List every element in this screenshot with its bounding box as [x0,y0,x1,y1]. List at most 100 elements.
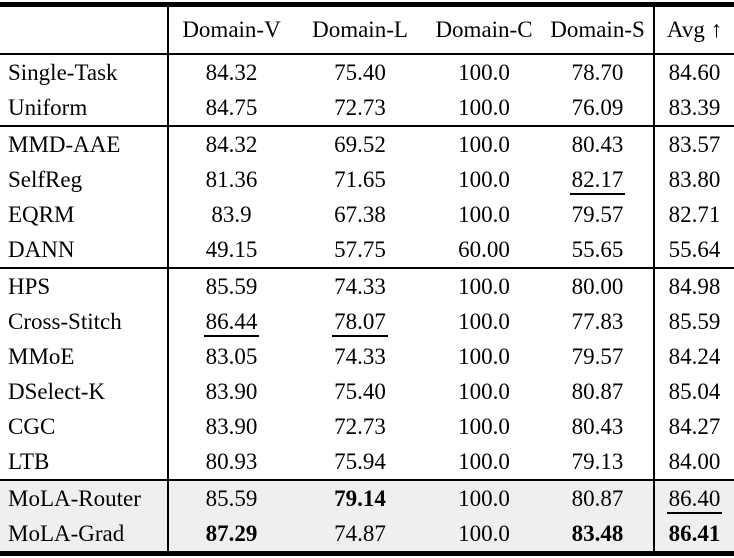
value-cell: 100.0 [426,54,542,90]
table-body: Single-Task 84.32 75.40 100.0 78.70 84.60 Unif… [0,54,734,554]
value-text: 74.87 [334,521,386,546]
table-row: CGC 83.90 72.73 100.0 80.43 84.27 [0,409,734,444]
value-text: 55.65 [571,237,624,262]
value-cell: 84.24 [653,339,734,374]
value-text: 100.0 [458,521,510,546]
value-cell: 84.32 [168,54,294,90]
value-cell: 82.71 [653,197,734,232]
value-text: 100.0 [458,309,510,334]
row-label: DSelect-K [0,374,169,409]
value-cell: 100.0 [426,409,542,444]
value-text: 100.0 [458,167,510,192]
value-cell: 100.0 [426,197,542,232]
header-cell-domain-l: Domain-L [294,4,426,55]
row-label: LTB [0,444,169,480]
value-cell: 100.0 [426,267,542,304]
value-cell: 83.05 [168,339,294,374]
value-text: 75.94 [334,449,386,474]
table-row: MMoE 83.05 74.33 100.0 79.57 84.24 [0,339,734,374]
value-cell: 60.00 [426,232,542,268]
row-label: CGC [0,409,169,444]
value-text: 80.87 [571,486,624,511]
value-text: 55.64 [668,237,721,262]
value-text: 83.90 [205,414,258,439]
value-cell: 74.33 [294,339,426,374]
value-cell: 83.9 [168,197,294,232]
value-cell: 57.75 [294,232,426,268]
value-text: 80.87 [571,379,624,404]
header-row: Domain-V Domain-L Domain-C Domain-S Avg ↑ [0,4,734,55]
value-text: 80.93 [205,449,258,474]
value-text: 84.24 [668,344,721,369]
value-cell: 100.0 [426,479,542,516]
row-label: MMoE [0,339,169,374]
value-text: 84.00 [668,449,721,474]
value-text: 82.71 [668,202,721,227]
value-cell: 83.39 [653,90,734,126]
value-text: 83.90 [205,379,258,404]
table-row: MoLA-Router 85.59 79.14 100.0 80.87 86.40 [0,479,734,516]
value-text: 84.60 [668,60,721,85]
value-text: 75.40 [334,379,386,404]
value-text: 83.05 [205,344,258,369]
table-row: Uniform 84.75 72.73 100.0 76.09 83.39 [0,90,734,126]
value-cell: 84.27 [653,409,734,444]
table-row: MoLA-Grad 87.29 74.87 100.0 83.48 86.41 [0,516,734,554]
value-cell: 81.36 [168,162,294,197]
table-row: DANN 49.15 57.75 60.00 55.65 55.64 [0,232,734,268]
value-cell: 86.41 [653,516,734,554]
value-cell: 69.52 [294,125,426,162]
value-cell: 75.94 [294,444,426,480]
value-cell: 79.14 [294,479,426,516]
value-text: 72.73 [334,95,386,120]
row-label: Cross-Stitch [0,304,169,339]
value-cell: 85.04 [653,374,734,409]
value-text: 71.65 [334,167,386,192]
value-cell: 100.0 [426,125,542,162]
value-text: 84.75 [205,95,258,120]
value-text: 100.0 [458,449,510,474]
value-cell: 84.32 [168,125,294,162]
value-text: 79.14 [334,486,386,511]
value-text: 84.32 [205,132,258,157]
value-cell: 87.29 [168,516,294,554]
value-text: 84.27 [668,414,721,439]
value-text: 85.59 [205,486,258,511]
value-text: 74.33 [334,274,386,299]
value-cell: 84.75 [168,90,294,126]
value-text: 86.41 [668,521,721,546]
value-cell: 100.0 [426,339,542,374]
value-cell: 100.0 [426,516,542,554]
value-cell: 86.40 [653,479,734,516]
value-cell: 74.87 [294,516,426,554]
value-cell: 78.07 [294,304,426,339]
value-text: 86.40 [666,486,723,514]
value-text: 79.57 [571,344,624,369]
value-text: 80.43 [571,414,624,439]
value-text: 85.59 [205,274,258,299]
header-cell-domain-s: Domain-S [542,4,654,55]
value-text: 84.98 [668,274,721,299]
row-label: SelfReg [0,162,169,197]
value-text: 57.75 [334,237,386,262]
value-text: 74.33 [334,344,386,369]
value-cell: 72.73 [294,90,426,126]
value-cell: 75.40 [294,374,426,409]
value-text: 67.38 [334,202,386,227]
value-text: 83.80 [668,167,721,192]
value-text: 85.04 [668,379,721,404]
value-text: 85.59 [668,309,721,334]
value-cell: 79.13 [542,444,654,480]
value-text: 100.0 [458,414,510,439]
value-text: 100.0 [458,344,510,369]
value-text: 100.0 [458,95,510,120]
value-cell: 100.0 [426,374,542,409]
table-row: LTB 80.93 75.94 100.0 79.13 84.00 [0,444,734,480]
value-text: 83.48 [571,521,624,546]
value-cell: 85.59 [653,304,734,339]
value-cell: 71.65 [294,162,426,197]
value-cell: 79.57 [542,197,654,232]
value-text: 80.43 [571,132,624,157]
value-text: 87.29 [205,521,258,546]
value-cell: 80.87 [542,374,654,409]
